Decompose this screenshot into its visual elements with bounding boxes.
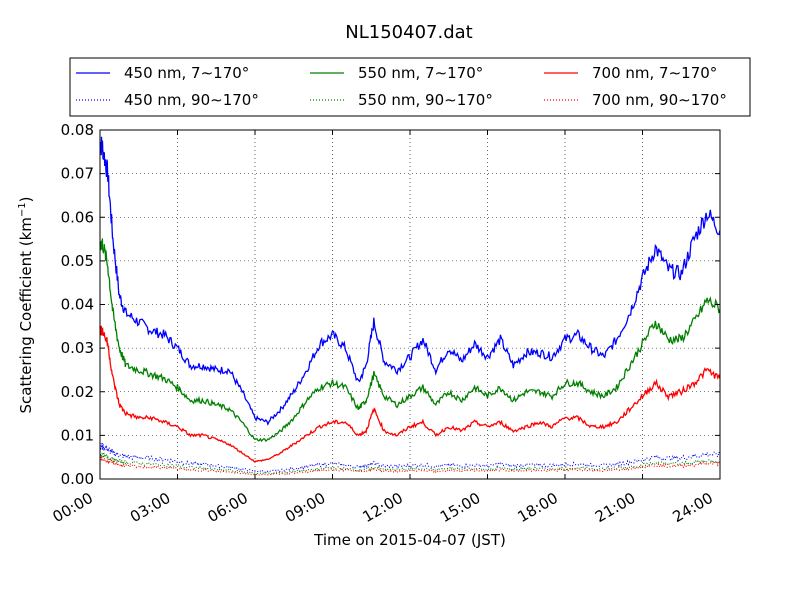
y-tick-label: 0.08 xyxy=(61,121,94,139)
legend-label-2: 550 nm, 7∼170° xyxy=(358,64,483,82)
series-line-0 xyxy=(99,136,721,426)
y-tick-label: 0.06 xyxy=(61,208,94,226)
legend-label-4: 700 nm, 7∼170° xyxy=(592,64,717,82)
x-tick-label: 15:00 xyxy=(437,489,483,526)
x-tick-label: 18:00 xyxy=(515,489,561,526)
y-tick-label: 0.04 xyxy=(61,296,94,314)
y-axis-label: Scattering Coefficient (km−1) xyxy=(17,196,35,413)
legend-box xyxy=(69,57,751,117)
x-axis-label: Time on 2015-04-07 (JST) xyxy=(313,531,506,549)
legend-label-3: 550 nm, 90∼170° xyxy=(358,91,493,109)
series-line-1 xyxy=(99,442,721,473)
y-tick-label: 0.07 xyxy=(61,165,94,183)
x-tick-label: 12:00 xyxy=(360,489,406,526)
x-tick-label: 06:00 xyxy=(205,489,251,526)
y-axis-label-close: ) xyxy=(17,196,35,202)
series-line-2 xyxy=(99,238,721,443)
y-axis-label-unit-exponent: −1 xyxy=(17,202,28,217)
chart-title: NL150407.dat xyxy=(345,22,472,43)
series-lines xyxy=(99,136,721,476)
grid xyxy=(100,130,720,479)
y-tick-label: 0.05 xyxy=(61,252,94,270)
plot-area: 00:00 03:00 06:00 09:00 12:00 15:00 18:00 21:00… xyxy=(50,121,721,526)
x-tick-label: 24:00 xyxy=(670,489,716,526)
legend-label-0: 450 nm, 7∼170° xyxy=(124,64,249,82)
y-axis-label-main: Scattering Coefficient (km xyxy=(17,217,35,413)
series-line-4 xyxy=(99,325,721,463)
y-tick-label: 0.00 xyxy=(61,470,94,488)
y-tick-label: 0.01 xyxy=(61,426,94,444)
x-tick-label: 21:00 xyxy=(592,489,638,526)
x-tick-label: 09:00 xyxy=(282,489,328,526)
legend-label-1: 450 nm, 90∼170° xyxy=(124,91,259,109)
x-tick-label: 03:00 xyxy=(127,489,173,526)
y-tick-label: 0.03 xyxy=(61,339,94,357)
legend: 450 nm, 7∼170° 450 nm, 90∼170° 550 nm, 7∼1… xyxy=(69,57,751,117)
x-tick-label: 00:00 xyxy=(50,489,96,526)
legend-label-5: 700 nm, 90∼170° xyxy=(592,91,727,109)
y-tick-label: 0.02 xyxy=(61,383,94,401)
